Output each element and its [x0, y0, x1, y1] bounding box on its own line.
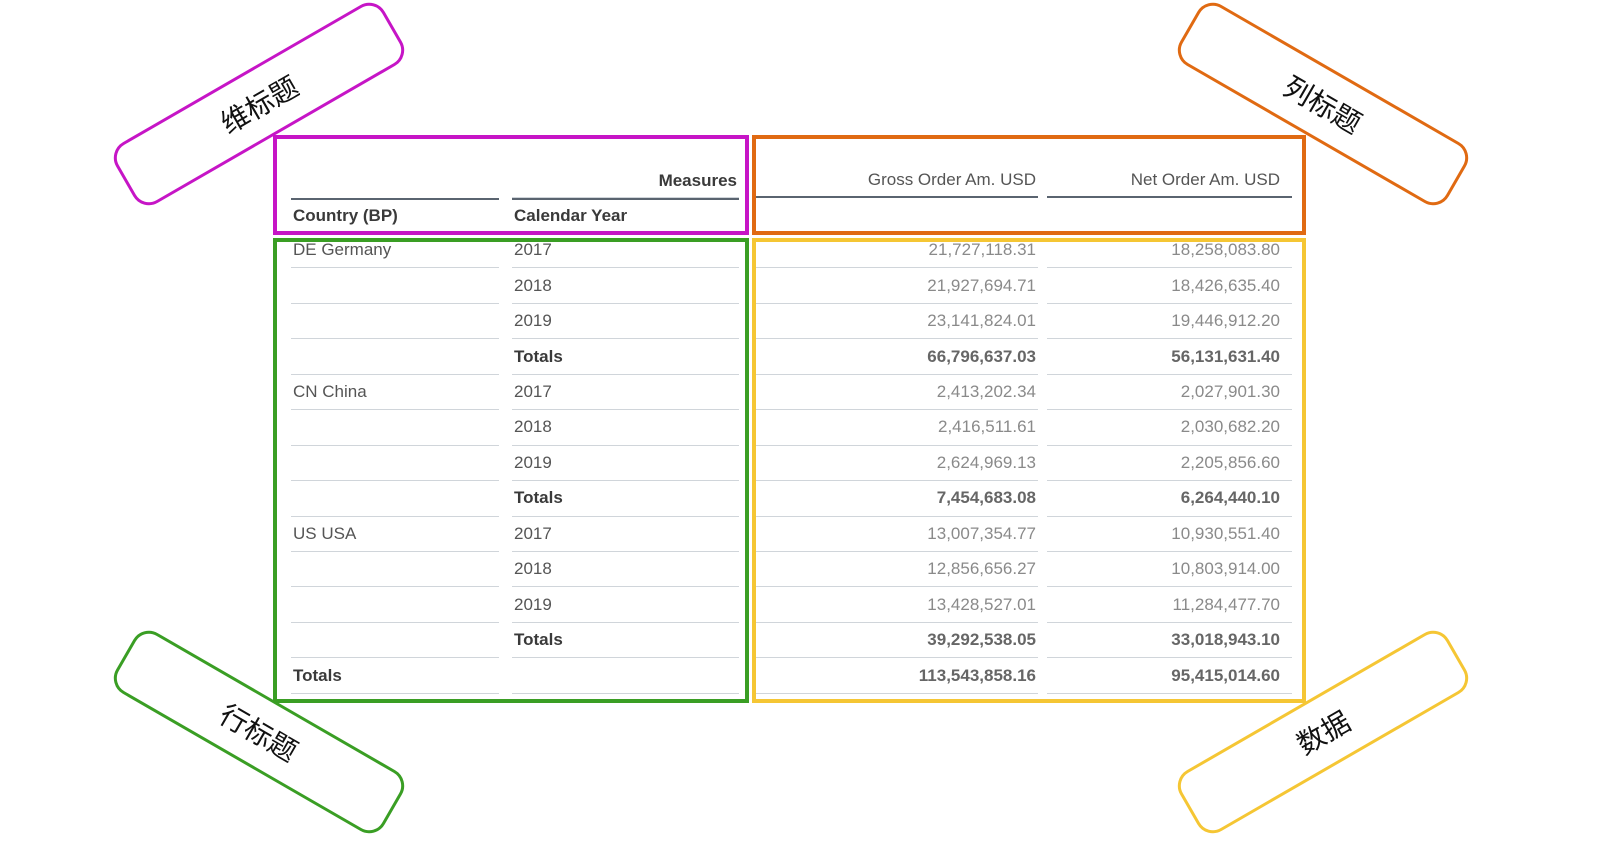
row-gross-cell: 12,856,656.27 [753, 552, 1038, 588]
row-year-cell: 2018 [512, 410, 739, 446]
dim-header-country: Country (BP) [291, 198, 499, 232]
row-gross-cell: 23,141,824.01 [753, 304, 1038, 340]
row-year-cell: 2017 [512, 233, 739, 269]
row-year-cell: Totals [512, 339, 739, 375]
measure-header-net: Net Order Am. USD [1047, 164, 1292, 198]
row-gross-cell: 2,416,511.61 [753, 410, 1038, 446]
row-country-cell [291, 623, 499, 659]
row-year-cell: 2018 [512, 268, 739, 304]
row-net-cell: 11,284,477.70 [1047, 588, 1292, 623]
row-net-cell: 19,446,912.20 [1047, 304, 1292, 340]
row-net-cell: 2,027,901.30 [1047, 375, 1292, 411]
row-country-cell [291, 410, 499, 446]
row-country-cell: US USA [291, 517, 499, 553]
row-net-cell: 95,415,014.60 [1047, 658, 1292, 694]
row-gross-cell: 66,796,637.03 [753, 339, 1038, 375]
dimension-header-region [273, 135, 749, 235]
row-gross-cell: 13,007,354.77 [753, 517, 1038, 553]
row-gross-cell: 2,413,202.34 [753, 375, 1038, 411]
column-header-region [752, 135, 1306, 235]
row-year-cell [512, 658, 739, 694]
row-country-cell [291, 446, 499, 482]
row-gross-cell: 113,543,858.16 [753, 658, 1038, 694]
row-net-cell: 2,205,856.60 [1047, 446, 1292, 482]
row-country-cell [291, 552, 499, 588]
row-country-cell: DE Germany [291, 233, 499, 269]
column-header-callout-label: 列标题 [1277, 70, 1367, 141]
row-year-cell: 2017 [512, 375, 739, 411]
row-gross-cell: 7,454,683.08 [753, 481, 1038, 517]
row-country-cell [291, 481, 499, 517]
measure-header-gross: Gross Order Am. USD [753, 164, 1038, 198]
dim-header-year: Calendar Year [512, 198, 739, 232]
row-net-cell: 10,930,551.40 [1047, 517, 1292, 553]
row-country-cell [291, 268, 499, 304]
row-header-callout-label: 行标题 [213, 698, 303, 769]
row-net-cell: 18,426,635.40 [1047, 268, 1292, 304]
dimension-header-callout-label: 维标题 [215, 70, 305, 141]
row-year-cell: Totals [512, 623, 739, 659]
row-year-cell: Totals [512, 481, 739, 517]
row-net-cell: 56,131,631.40 [1047, 339, 1292, 375]
row-year-cell: 2019 [512, 588, 739, 623]
row-gross-cell: 21,927,694.71 [753, 268, 1038, 304]
measures-label: Measures [512, 164, 739, 198]
row-country-cell [291, 588, 499, 623]
row-net-cell: 18,258,083.80 [1047, 233, 1292, 269]
row-net-cell: 2,030,682.20 [1047, 410, 1292, 446]
row-gross-cell: 13,428,527.01 [753, 588, 1038, 623]
row-header-region [273, 238, 749, 703]
row-year-cell: 2019 [512, 446, 739, 482]
row-gross-cell: 21,727,118.31 [753, 233, 1038, 269]
row-country-cell [291, 304, 499, 340]
row-year-cell: 2019 [512, 304, 739, 340]
row-year-cell: 2017 [512, 517, 739, 553]
row-country-cell: CN China [291, 375, 499, 411]
data-callout-label: 数据 [1291, 705, 1357, 762]
row-gross-cell: 2,624,969.13 [753, 446, 1038, 482]
row-net-cell: 6,264,440.10 [1047, 481, 1292, 517]
row-country-cell [291, 339, 499, 375]
row-net-cell: 33,018,943.10 [1047, 623, 1292, 659]
row-year-cell: 2018 [512, 552, 739, 588]
row-net-cell: 10,803,914.00 [1047, 552, 1292, 588]
data-region [752, 238, 1306, 703]
row-gross-cell: 39,292,538.05 [753, 623, 1038, 659]
row-country-cell: Totals [291, 658, 499, 694]
